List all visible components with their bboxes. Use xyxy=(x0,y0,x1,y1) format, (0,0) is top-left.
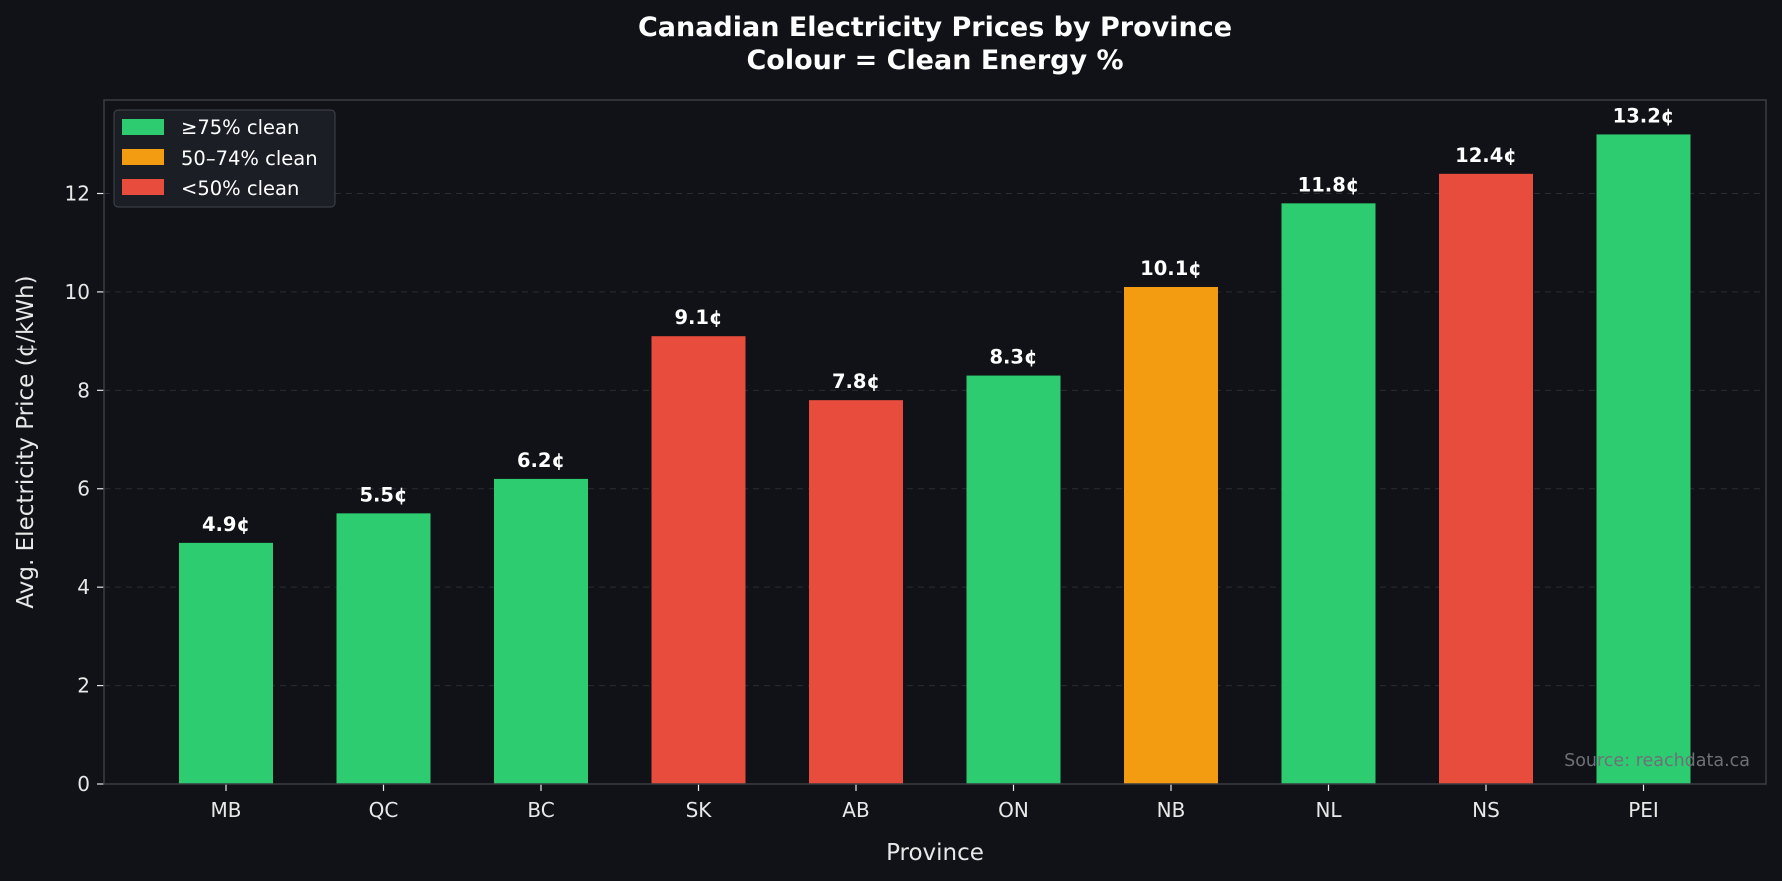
data-label-ab: 7.8¢ xyxy=(832,370,880,393)
y-tick-label: 0 xyxy=(77,772,90,796)
bar-pei xyxy=(1596,134,1691,784)
data-label-mb: 4.9¢ xyxy=(202,513,250,536)
legend-label-low: <50% clean xyxy=(181,177,299,200)
y-axis-ticks: 0 2 4 6 8 10 12 xyxy=(65,181,104,796)
data-label-sk: 9.1¢ xyxy=(674,306,722,329)
y-tick-label: 2 xyxy=(77,674,90,698)
bar-qc xyxy=(336,513,431,784)
axes-frame xyxy=(103,99,1767,785)
source-annotation: Source: reachdata.ca xyxy=(1564,751,1750,771)
x-tick-label-nb: NB xyxy=(1157,798,1186,822)
x-tick-label-on: ON xyxy=(998,798,1029,822)
x-tick-label-qc: QC xyxy=(369,798,399,822)
bar-on xyxy=(966,375,1061,784)
y-axis-label: Avg. Electricity Price (¢/kWh) xyxy=(13,275,39,608)
y-tick-label: 8 xyxy=(77,378,90,402)
bars xyxy=(179,134,1691,785)
x-tick-label-ns: NS xyxy=(1472,798,1500,822)
legend-box xyxy=(113,109,336,208)
data-label-bc: 6.2¢ xyxy=(517,449,565,472)
bar-bc xyxy=(494,478,588,784)
data-label-pei: 13.2¢ xyxy=(1613,104,1675,127)
x-tick-label-ab: AB xyxy=(842,798,869,822)
bar-ab xyxy=(809,400,903,784)
y-tick-label: 6 xyxy=(77,477,90,501)
x-tick-label-mb: MB xyxy=(211,798,242,822)
x-tick-label-bc: BC xyxy=(527,798,554,822)
data-label-on: 8.3¢ xyxy=(989,346,1037,369)
legend-swatch-low xyxy=(122,179,164,195)
y-tick-label: 10 xyxy=(65,280,90,304)
data-labels: 4.9¢ 5.5¢ 6.2¢ 9.1¢ 7.8¢ 8.3¢ 10.1¢ 11.8¢ 12.4¢ 1… xyxy=(202,104,1674,535)
legend-swatch-mid xyxy=(122,149,164,165)
data-label-qc: 5.5¢ xyxy=(359,483,407,506)
bar-nb xyxy=(1124,286,1218,784)
bar-sk xyxy=(651,336,746,784)
bar-mb xyxy=(179,542,273,784)
data-label-nl: 11.8¢ xyxy=(1298,173,1360,196)
legend: ≥75% clean 50–74% clean <50% clean xyxy=(113,109,336,208)
legend-label-mid: 50–74% clean xyxy=(181,147,318,170)
x-tick-label-pei: PEI xyxy=(1628,798,1659,822)
y-tick-label: 4 xyxy=(77,575,90,599)
legend-swatch-high xyxy=(122,119,164,135)
y-tick-label: 12 xyxy=(65,181,90,205)
bar-ns xyxy=(1439,173,1533,785)
x-tick-label-sk: SK xyxy=(686,798,713,822)
data-label-nb: 10.1¢ xyxy=(1140,257,1202,280)
x-axis-ticks: MB QC BC SK AB ON NB NL NS PEI xyxy=(211,784,1659,822)
chart-title: Canadian Electricity Prices by Province xyxy=(638,12,1232,43)
data-label-ns: 12.4¢ xyxy=(1455,144,1517,167)
x-tick-label-nl: NL xyxy=(1315,798,1342,822)
bar-nl xyxy=(1281,203,1376,784)
legend-label-high: ≥75% clean xyxy=(181,116,299,139)
chart-subtitle: Colour = Clean Energy % xyxy=(746,45,1123,76)
x-axis-label: Province xyxy=(886,840,984,866)
